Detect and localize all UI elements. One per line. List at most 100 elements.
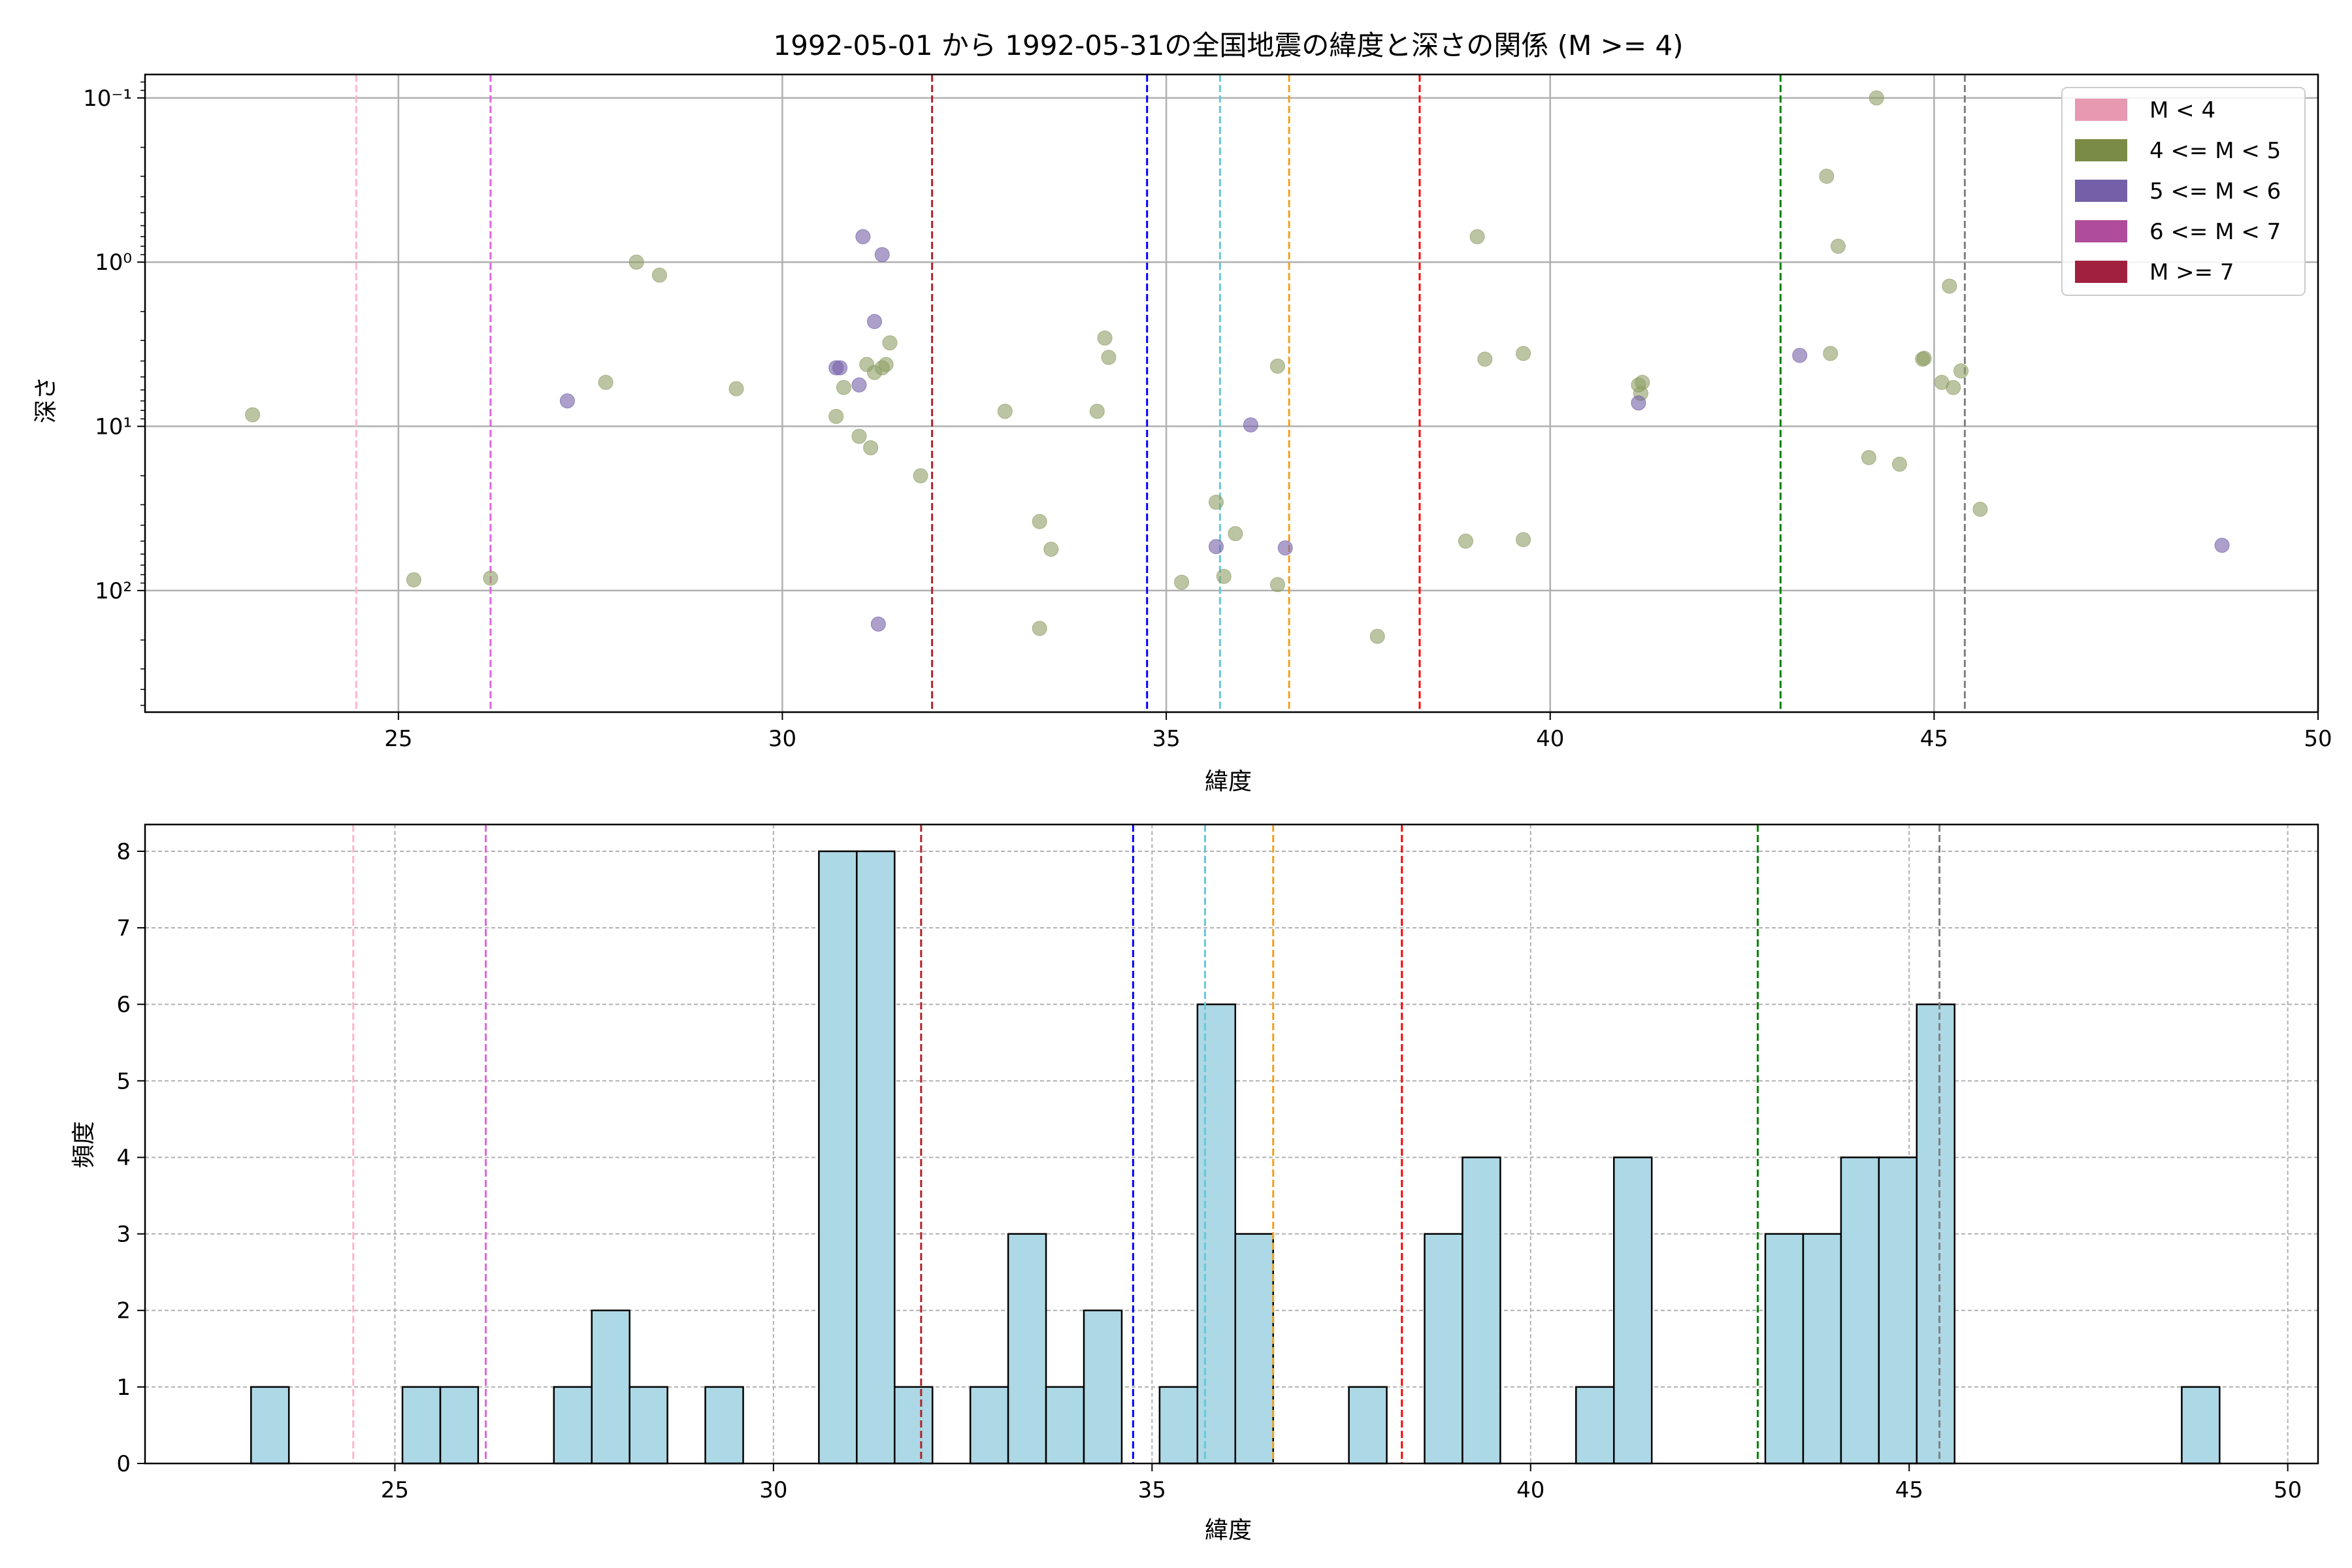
- legend-swatch: [2075, 139, 2127, 161]
- legend: M < 4 4 <= M < 5 5 <= M < 6 6 <= M < 7 M >= …: [2061, 87, 2306, 296]
- histogram-bar: [1007, 1233, 1047, 1465]
- scatter-point: [1032, 514, 1047, 529]
- legend-label: 5 <= M < 6: [2149, 178, 2281, 204]
- histogram-bar: [1575, 1386, 1615, 1465]
- histogram-plot-frame: [144, 823, 2319, 1465]
- scatter-x-ticks: 25 30 35 40 45 50: [384, 712, 2332, 752]
- histogram-bar: [439, 1386, 480, 1465]
- scatter-point: [1216, 568, 1232, 584]
- histogram-y-ticks: 0 1 2 3 4 5 6 7 8: [116, 839, 145, 1477]
- scatter-point: [870, 616, 886, 632]
- histogram-bar: [2181, 1386, 2221, 1465]
- histogram-y-axis-label: 頻度: [71, 1121, 97, 1168]
- legend-items: M < 4 4 <= M < 5 5 <= M < 6 6 <= M < 7 M >= …: [2075, 97, 2281, 286]
- histogram-bar: [401, 1386, 442, 1465]
- scatter-point: [1032, 621, 1047, 636]
- histogram-bar: [1878, 1156, 1918, 1465]
- scatter-y-tick-label: 10⁰: [95, 250, 132, 276]
- scatter-point: [1891, 456, 1907, 472]
- histogram-bar: [553, 1386, 593, 1465]
- scatter-point: [828, 408, 844, 424]
- scatter-x-tick-label: 50: [2304, 726, 2332, 752]
- scatter-plot-frame: [144, 73, 2319, 713]
- histogram-bar: [1045, 1386, 1085, 1465]
- legend-label: 4 <= M < 5: [2149, 138, 2281, 164]
- histogram-x-tick-label: 40: [1516, 1477, 1544, 1503]
- scatter-point: [874, 247, 890, 263]
- scatter-point: [728, 381, 744, 397]
- legend-swatch: [2075, 220, 2127, 242]
- scatter-x-axis-label: 緯度: [1205, 768, 1252, 795]
- scatter-point: [1277, 540, 1293, 556]
- histogram-bar: [704, 1386, 744, 1465]
- scatter-point: [1208, 495, 1224, 510]
- histogram-y-tick-label: 8: [116, 839, 131, 865]
- scatter-point: [1369, 629, 1385, 644]
- scatter-x-tick-label: 35: [1152, 726, 1180, 752]
- scatter-point: [851, 377, 867, 393]
- scatter-point: [997, 404, 1013, 419]
- histogram-x-ticks: 25 30 35 40 45 50: [381, 1463, 2302, 1503]
- scatter-y-ticks: 10⁻¹ 10⁰ 10¹ 10²: [83, 81, 145, 706]
- scatter-x-tick-label: 30: [768, 726, 796, 752]
- histogram-bar: [1083, 1309, 1123, 1465]
- histogram-y-tick-label: 5: [116, 1068, 131, 1094]
- scatter-point: [1270, 358, 1286, 374]
- histogram-x-tick-label: 30: [759, 1477, 787, 1503]
- histogram-magnitude-lines: [352, 825, 1941, 1463]
- scatter-point: [1458, 533, 1473, 549]
- scatter-point: [629, 254, 644, 270]
- scatter-point: [913, 468, 928, 483]
- scatter-point: [1208, 539, 1224, 555]
- histogram-bar: [818, 850, 858, 1465]
- scatter-point: [1942, 278, 1957, 294]
- scatter-point: [1823, 346, 1838, 361]
- scatter-x-tick-label: 45: [1920, 726, 1948, 752]
- legend-swatch: [2075, 180, 2127, 202]
- histogram-bar: [1158, 1386, 1199, 1465]
- scatter-point: [1861, 449, 1876, 465]
- histogram-y-tick-label: 4: [116, 1145, 131, 1171]
- histogram-bar: [1462, 1156, 1501, 1465]
- legend-label: M < 4: [2149, 97, 2215, 123]
- histogram-bar: [1234, 1233, 1274, 1465]
- scatter-point: [1972, 502, 1988, 517]
- scatter-y-tick-label: 10⁻¹: [83, 86, 132, 112]
- histogram-bar: [856, 850, 896, 1465]
- histogram-x-tick-label: 45: [1895, 1477, 1923, 1503]
- histogram-y-tick-label: 1: [116, 1375, 131, 1401]
- histogram-bar: [1424, 1233, 1463, 1465]
- histogram-y-tick-label: 6: [116, 992, 131, 1018]
- scatter-points: [245, 90, 2230, 644]
- scatter-point: [406, 572, 421, 587]
- histogram-y-tick-label: 0: [116, 1451, 131, 1477]
- scatter-point: [836, 380, 851, 395]
- histogram-y-tick-label: 7: [116, 915, 131, 941]
- scatter-point: [1916, 350, 1932, 366]
- scatter-y-axis-label: 深さ: [33, 376, 59, 423]
- histogram-bar: [1612, 1156, 1653, 1465]
- scatter-point: [1097, 330, 1113, 346]
- scatter-point: [863, 440, 879, 455]
- scatter-point: [1477, 351, 1493, 367]
- scatter-point: [2214, 538, 2230, 553]
- scatter-magnitude-lines: [355, 74, 1966, 712]
- scatter-point: [1043, 542, 1059, 557]
- scatter-point: [878, 357, 894, 372]
- scatter-point: [1228, 526, 1243, 542]
- scatter-point: [1469, 229, 1485, 244]
- scatter-point: [1270, 577, 1286, 593]
- scatter-point: [1089, 404, 1105, 419]
- histogram-bar: [1196, 1003, 1237, 1465]
- scatter-point: [867, 314, 883, 329]
- scatter-point: [1792, 348, 1808, 363]
- histogram-y-tick-label: 3: [116, 1222, 131, 1248]
- legend-label: 6 <= M < 7: [2149, 219, 2281, 245]
- scatter-point: [1819, 169, 1835, 184]
- histogram-bar: [250, 1386, 290, 1465]
- legend-swatch: [2075, 99, 2127, 121]
- histogram-bar: [629, 1386, 668, 1465]
- scatter-y-tick-label: 10¹: [95, 414, 132, 440]
- scatter-grid: [145, 74, 2319, 712]
